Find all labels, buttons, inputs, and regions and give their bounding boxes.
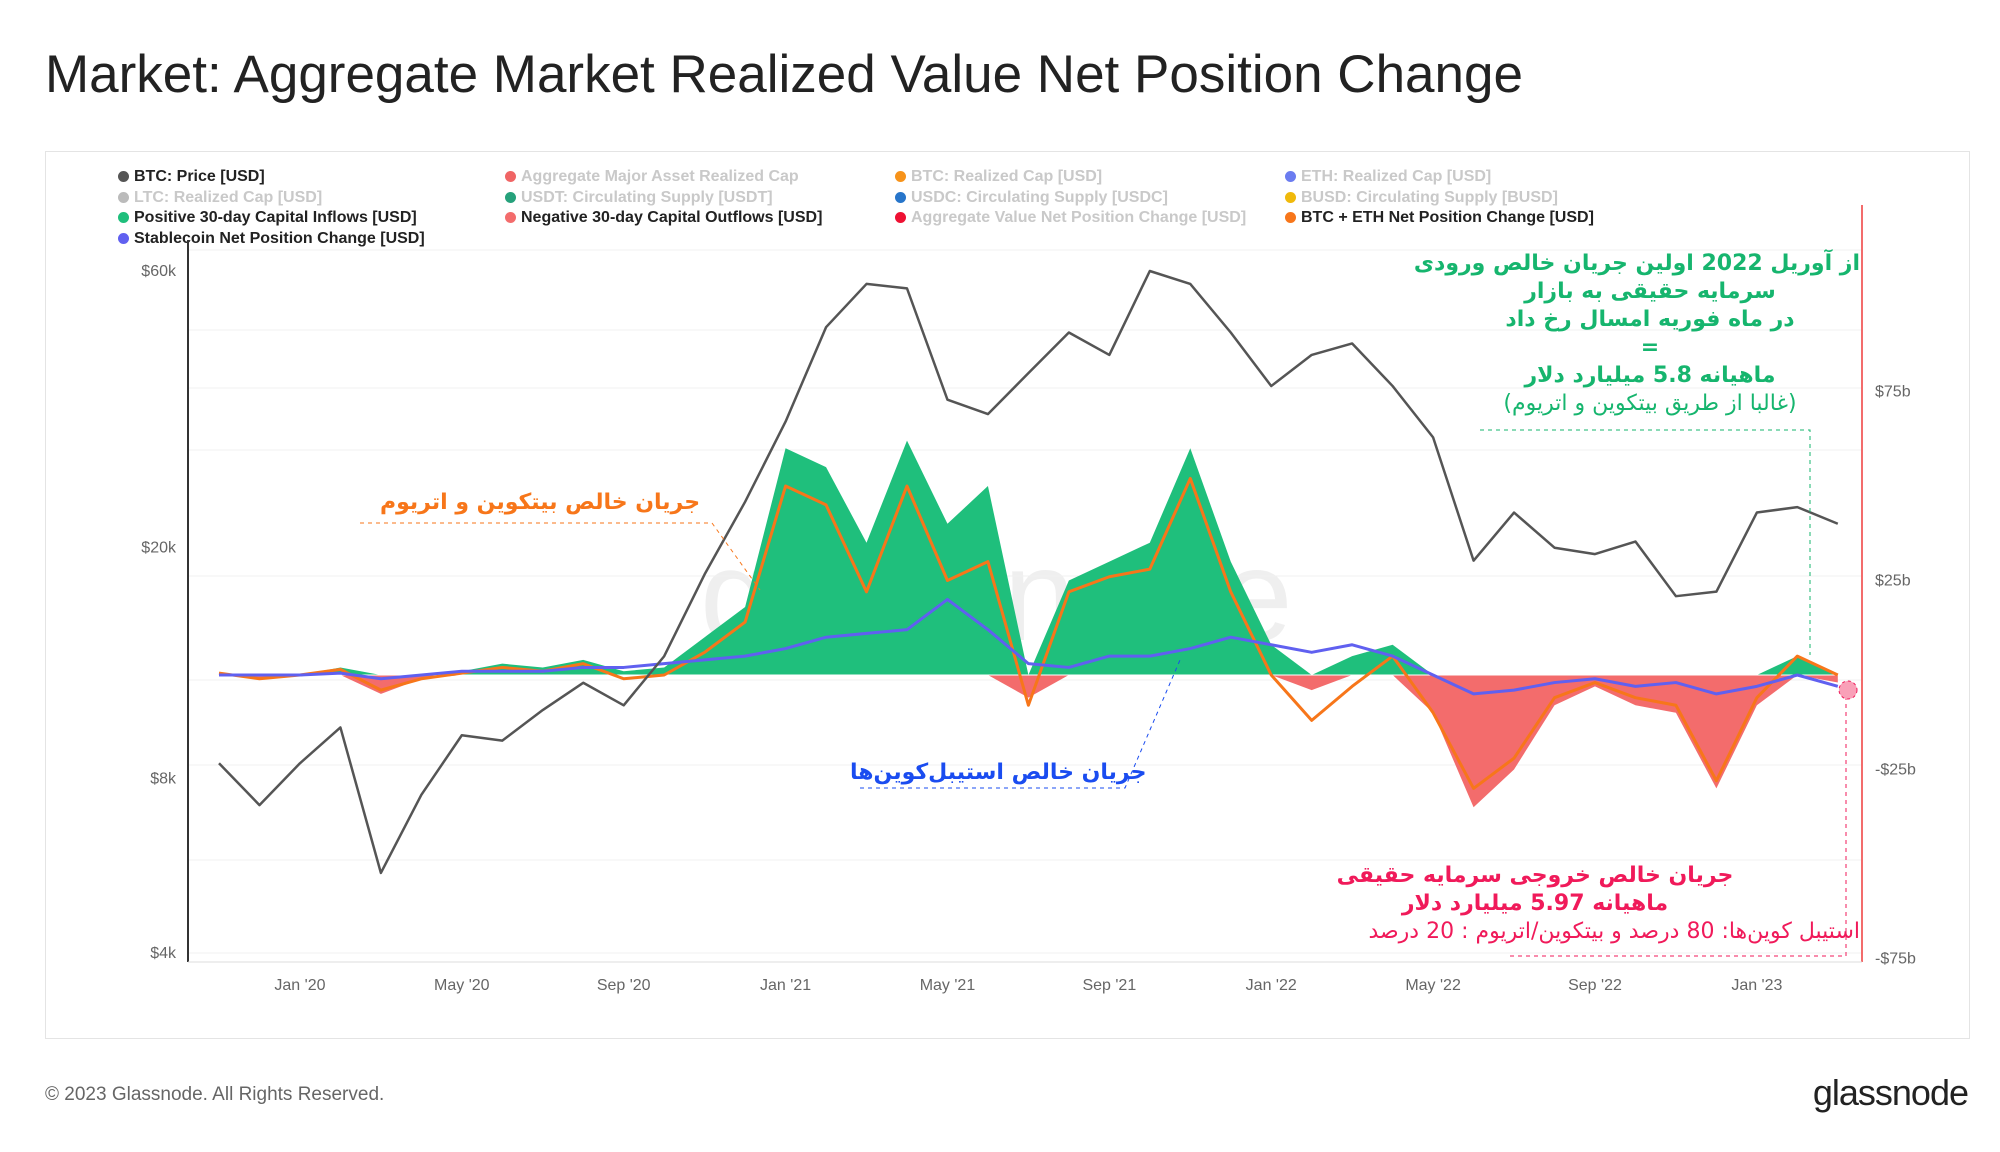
page-title: Market: Aggregate Market Realized Value … <box>45 45 1523 104</box>
legend-dot-icon <box>118 191 129 203</box>
legend-label: USDC: Circulating Supply [USDC] <box>911 188 1168 206</box>
legend-dot-icon <box>505 191 516 203</box>
legend-dot-icon <box>118 232 129 244</box>
y-right-tick: -$75b <box>1875 951 1916 968</box>
btc-eth-line <box>218 476 1839 790</box>
legend-label: Negative 30-day Capital Outflows [USD] <box>521 209 823 226</box>
inflow-line: ماهیانه 5.8 میلیارد دلار <box>1524 363 1776 388</box>
legend-label: LTC: Realized Cap [USD] <box>134 188 323 206</box>
legend-dot-icon <box>505 171 516 182</box>
legend-dot-icon <box>1285 212 1296 223</box>
legend-item[interactable]: BTC: Realized Cap [USD] <box>895 168 1102 186</box>
legend-label: Stablecoin Net Position Change [USD] <box>134 229 425 247</box>
legend-dot-icon <box>118 171 129 182</box>
y-left-tick: $20k <box>141 540 177 557</box>
x-tick: Jan '22 <box>1246 977 1297 994</box>
inflow-line: = <box>1640 335 1660 360</box>
legend-label: BUSD: Circulating Supply [BUSD] <box>1301 188 1558 206</box>
x-tick: Sep '20 <box>597 977 651 994</box>
legend-label: Positive 30-day Capital Inflows [USD] <box>134 209 417 226</box>
inflow-line: سرمایه حقیقی به بازار <box>1524 279 1776 304</box>
outflow-line: جریان خالص خروجی سرمایه حقیقی <box>1336 863 1734 888</box>
stablecoin-connector <box>860 659 1181 789</box>
legend-item[interactable]: Negative 30-day Capital Outflows [USD] <box>505 209 822 227</box>
y-left-tick: $60k <box>141 263 177 280</box>
legend-dot-icon <box>118 212 129 223</box>
y-right-tick: $75b <box>1875 384 1911 401</box>
legend-item[interactable]: Stablecoin Net Position Change [USD] <box>118 230 425 248</box>
x-tick: May '22 <box>1405 977 1461 994</box>
legend-item[interactable]: BUSD: Circulating Supply [BUSD] <box>1285 189 1558 207</box>
legend-label: BTC: Realized Cap [USD] <box>911 168 1103 185</box>
legend-item[interactable]: USDC: Circulating Supply [USDC] <box>895 189 1168 207</box>
legend-label: BTC + ETH Net Position Change [USD] <box>1301 209 1594 226</box>
legend-dot-icon <box>1285 191 1296 203</box>
inflow-connector <box>1480 429 1811 655</box>
x-tick: Sep '21 <box>1082 977 1136 994</box>
legend-dot-icon <box>895 212 906 223</box>
outflow-note: استیبل کوین‌ها: 80 درصد و بیتکوین/اتریوم… <box>1368 919 1860 944</box>
stablecoin-label: جریان خالص استیبل‌کوین‌ها <box>850 760 1147 785</box>
outflow-annotation: جریان خالص خروجی سرمایه حقیقی ماهیانه 5.… <box>1300 862 1860 946</box>
x-tick: Jan '23 <box>1731 977 1782 994</box>
legend-item[interactable]: Aggregate Major Asset Realized Cap <box>505 168 799 186</box>
current-point-marker <box>1838 680 1858 700</box>
legend-item[interactable]: BTC: Price [USD] <box>118 168 265 186</box>
x-tick: Sep '22 <box>1568 977 1622 994</box>
negative-outflows-area <box>219 675 1838 808</box>
legend-item[interactable]: Positive 30-day Capital Inflows [USD] <box>118 209 417 227</box>
legend-item[interactable]: Aggregate Value Net Position Change [USD… <box>895 209 1246 227</box>
legend-item[interactable]: USDT: Circulating Supply [USDT] <box>505 189 773 207</box>
x-tick: Jan '21 <box>760 977 811 994</box>
x-tick: May '21 <box>920 977 976 994</box>
outflow-line: ماهیانه 5.97 میلیارد دلار <box>1401 891 1669 916</box>
outflow-connector <box>1510 690 1847 957</box>
legend-item[interactable]: LTC: Realized Cap [USD] <box>118 189 322 207</box>
btc-eth-connector <box>360 522 761 591</box>
inflow-note: (غالبا از طریق بیتکوین و اتریوم) <box>1503 391 1797 416</box>
legend-dot-icon <box>895 191 906 203</box>
chart-panel <box>45 151 1970 1039</box>
y-left-tick: $4k <box>150 945 177 962</box>
stablecoin-line <box>219 597 1839 696</box>
inflow-line: در ماه فوریه امسال رخ داد <box>1505 307 1795 332</box>
legend-label: USDT: Circulating Supply [USDT] <box>521 188 773 206</box>
inflow-annotation: از آوریل 2022 اولین جریان خالص ورودی سرم… <box>1413 250 1860 418</box>
legend-label: Aggregate Value Net Position Change [USD… <box>911 209 1247 226</box>
btc-eth-label: جریان خالص بیتکوین و اتریوم <box>380 490 701 515</box>
y-right-tick: $25b <box>1875 573 1911 590</box>
legend-label: BTC: Price [USD] <box>134 168 265 185</box>
btc-price-line <box>218 269 1839 875</box>
inflow-line: از آوریل 2022 اولین جریان خالص ورودی <box>1413 251 1860 276</box>
legend-label: Aggregate Major Asset Realized Cap <box>521 168 799 185</box>
legend-item[interactable]: BTC + ETH Net Position Change [USD] <box>1285 209 1594 227</box>
legend-dot-icon <box>1285 171 1296 182</box>
legend-dot-icon <box>895 171 906 182</box>
x-tick: May '20 <box>434 977 490 994</box>
glassnode-logo[interactable]: glassnode <box>1812 1072 1969 1113</box>
positive-inflows-area <box>219 440 1838 675</box>
copyright: © 2023 Glassnode. All Rights Reserved. <box>45 1084 385 1105</box>
x-tick: Jan '20 <box>274 977 325 994</box>
y-right-tick: -$25b <box>1875 762 1916 779</box>
legend-label: ETH: Realized Cap [USD] <box>1301 168 1492 185</box>
legend-dot-icon <box>505 212 516 223</box>
y-left-tick: $8k <box>150 771 177 788</box>
legend-item[interactable]: ETH: Realized Cap [USD] <box>1285 168 1491 186</box>
